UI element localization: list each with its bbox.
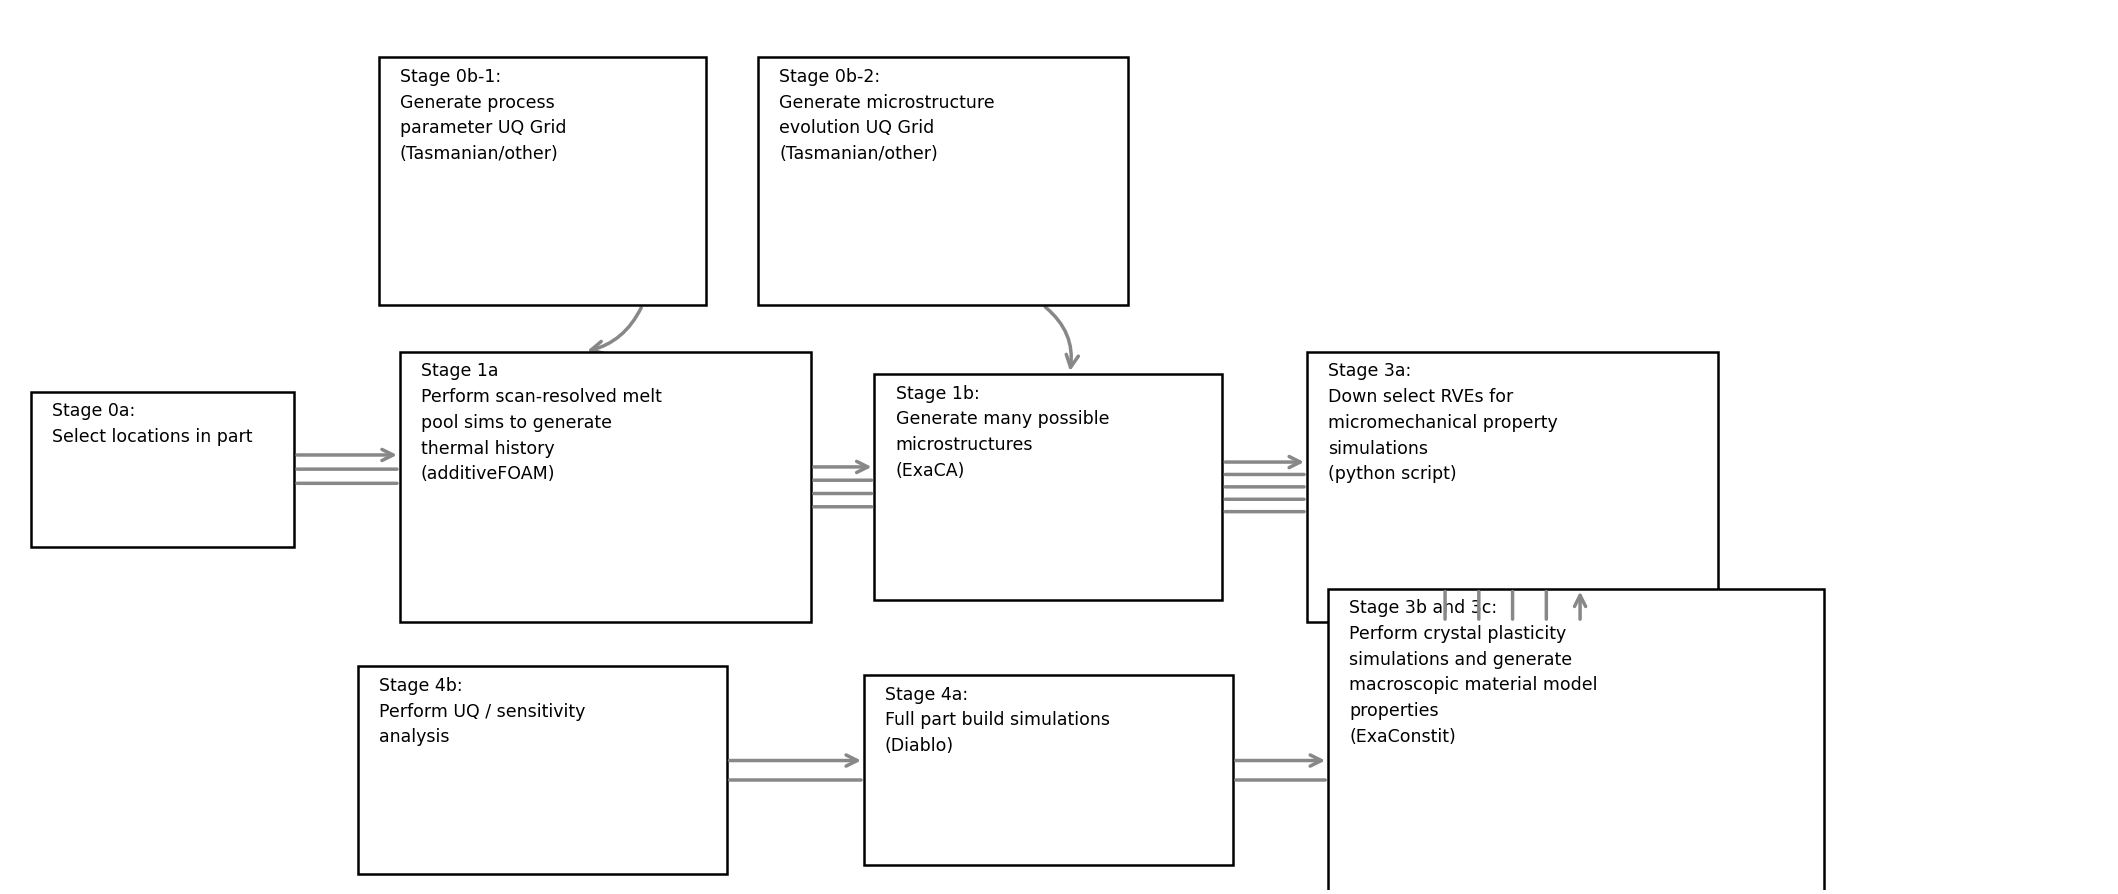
- FancyBboxPatch shape: [379, 57, 705, 305]
- FancyBboxPatch shape: [358, 666, 726, 874]
- Text: Stage 4a:
Full part build simulations
(Diablo): Stage 4a: Full part build simulations (D…: [885, 686, 1110, 755]
- Text: Stage 0a:
Select locations in part: Stage 0a: Select locations in part: [51, 402, 252, 446]
- FancyBboxPatch shape: [875, 374, 1222, 600]
- Text: Stage 1b:
Generate many possible
microstructures
(ExaCA): Stage 1b: Generate many possible microst…: [896, 384, 1110, 480]
- FancyBboxPatch shape: [1307, 352, 1718, 622]
- Text: Stage 3a:
Down select RVEs for
micromechanical property
simulations
(python scri: Stage 3a: Down select RVEs for micromech…: [1328, 362, 1557, 484]
- Text: Stage 0b-2:
Generate microstructure
evolution UQ Grid
(Tasmanian/other): Stage 0b-2: Generate microstructure evol…: [779, 68, 995, 163]
- FancyBboxPatch shape: [30, 392, 294, 546]
- FancyBboxPatch shape: [758, 57, 1127, 305]
- Text: Stage 1a
Perform scan-resolved melt
pool sims to generate
thermal history
(addit: Stage 1a Perform scan-resolved melt pool…: [421, 362, 661, 484]
- FancyBboxPatch shape: [1328, 589, 1824, 894]
- Text: Stage 4b:
Perform UQ / sensitivity
analysis: Stage 4b: Perform UQ / sensitivity analy…: [379, 677, 585, 746]
- FancyBboxPatch shape: [864, 675, 1233, 865]
- Text: Stage 3b and 3c:
Perform crystal plasticity
simulations and generate
macroscopic: Stage 3b and 3c: Perform crystal plastic…: [1349, 599, 1597, 746]
- Text: Stage 0b-1:
Generate process
parameter UQ Grid
(Tasmanian/other): Stage 0b-1: Generate process parameter U…: [400, 68, 566, 163]
- FancyBboxPatch shape: [400, 352, 811, 622]
